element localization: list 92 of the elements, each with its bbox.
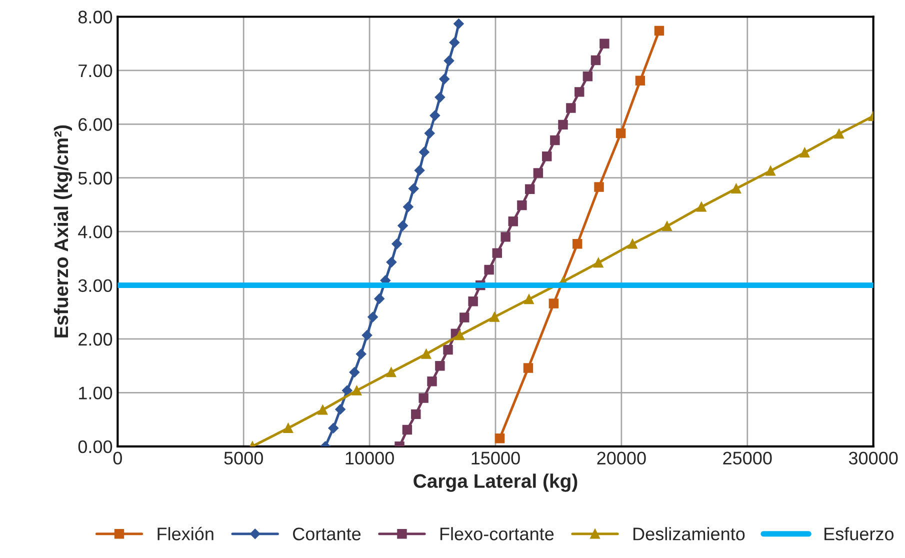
y-tick-label: 3.00 bbox=[78, 279, 112, 292]
point bbox=[696, 202, 706, 212]
point bbox=[525, 184, 535, 194]
x-tick-label: 10000 bbox=[346, 452, 394, 465]
point bbox=[582, 71, 593, 82]
y-tick-label: 1.00 bbox=[79, 386, 112, 400]
y-axis-title: Esfuerzo Axial (kg/cm²) bbox=[54, 125, 72, 338]
x-tick-label: 30000 bbox=[848, 452, 898, 465]
point bbox=[435, 360, 445, 371]
point bbox=[635, 76, 646, 86]
point bbox=[800, 148, 810, 158]
point bbox=[335, 404, 346, 414]
legend-label: Esfuerzo bbox=[824, 527, 894, 540]
point bbox=[444, 56, 454, 66]
point bbox=[731, 184, 742, 194]
point bbox=[386, 367, 396, 378]
legend-label: Cortante bbox=[293, 528, 361, 540]
point bbox=[318, 405, 328, 415]
point bbox=[594, 258, 604, 268]
point bbox=[834, 128, 844, 139]
point bbox=[484, 264, 494, 275]
point bbox=[356, 348, 366, 360]
point bbox=[328, 423, 339, 434]
point bbox=[500, 232, 510, 242]
point bbox=[424, 128, 435, 138]
point bbox=[494, 433, 505, 444]
point bbox=[439, 74, 450, 84]
point bbox=[362, 330, 372, 340]
point bbox=[490, 312, 500, 322]
point bbox=[550, 135, 560, 146]
point bbox=[542, 152, 552, 162]
point bbox=[460, 312, 470, 322]
point bbox=[418, 393, 428, 403]
point bbox=[533, 168, 544, 178]
y-tick-label: 8.00 bbox=[78, 10, 112, 24]
point bbox=[443, 344, 453, 355]
point bbox=[662, 221, 672, 232]
point bbox=[590, 55, 601, 66]
point bbox=[628, 239, 638, 249]
point bbox=[430, 110, 440, 121]
y-tick-label: 6.00 bbox=[78, 118, 112, 131]
point bbox=[402, 424, 412, 435]
point bbox=[454, 18, 464, 29]
point bbox=[421, 349, 432, 359]
point bbox=[386, 257, 397, 268]
point bbox=[414, 165, 425, 176]
point bbox=[766, 166, 776, 176]
point bbox=[594, 182, 604, 192]
y-tick-label: 2.00 bbox=[78, 332, 112, 346]
point bbox=[283, 423, 294, 433]
point bbox=[616, 128, 626, 138]
legend-label: Flexo-cortante bbox=[440, 527, 554, 540]
x-tick-label: 0 bbox=[113, 452, 122, 465]
point bbox=[342, 385, 352, 396]
x-axis-title: Carga Lateral (kg) bbox=[414, 474, 578, 492]
point bbox=[524, 294, 534, 304]
point bbox=[398, 220, 408, 231]
x-tick-label: 20000 bbox=[597, 452, 646, 465]
y-tick-label: 0.00 bbox=[78, 440, 112, 454]
point bbox=[454, 330, 465, 340]
point bbox=[508, 216, 518, 226]
point bbox=[517, 200, 527, 210]
point bbox=[449, 37, 460, 48]
point bbox=[427, 376, 437, 386]
x-tick-label: 25000 bbox=[723, 452, 772, 465]
y-tick-label: 4.00 bbox=[78, 226, 112, 238]
point bbox=[574, 87, 584, 97]
point bbox=[434, 92, 446, 102]
point bbox=[572, 239, 582, 249]
point bbox=[349, 367, 360, 378]
point bbox=[392, 238, 402, 250]
point bbox=[566, 103, 576, 113]
point bbox=[411, 409, 421, 420]
point bbox=[548, 298, 559, 308]
point bbox=[654, 26, 664, 36]
y-tick-label: 7.00 bbox=[78, 64, 112, 78]
point bbox=[468, 296, 478, 306]
point bbox=[374, 294, 384, 304]
point bbox=[408, 183, 419, 194]
legend-label: Flexión bbox=[158, 526, 214, 540]
point bbox=[368, 312, 378, 322]
point bbox=[600, 38, 610, 48]
point bbox=[492, 248, 502, 258]
point bbox=[352, 386, 362, 396]
point bbox=[419, 146, 430, 158]
point bbox=[558, 120, 568, 130]
legend-label: Deslizamiento bbox=[634, 527, 745, 540]
x-tick-label: 5000 bbox=[224, 452, 263, 465]
x-tick-label: 15000 bbox=[472, 452, 520, 465]
point bbox=[403, 202, 414, 212]
point bbox=[523, 363, 534, 373]
y-tick-label: 5.00 bbox=[78, 172, 112, 185]
